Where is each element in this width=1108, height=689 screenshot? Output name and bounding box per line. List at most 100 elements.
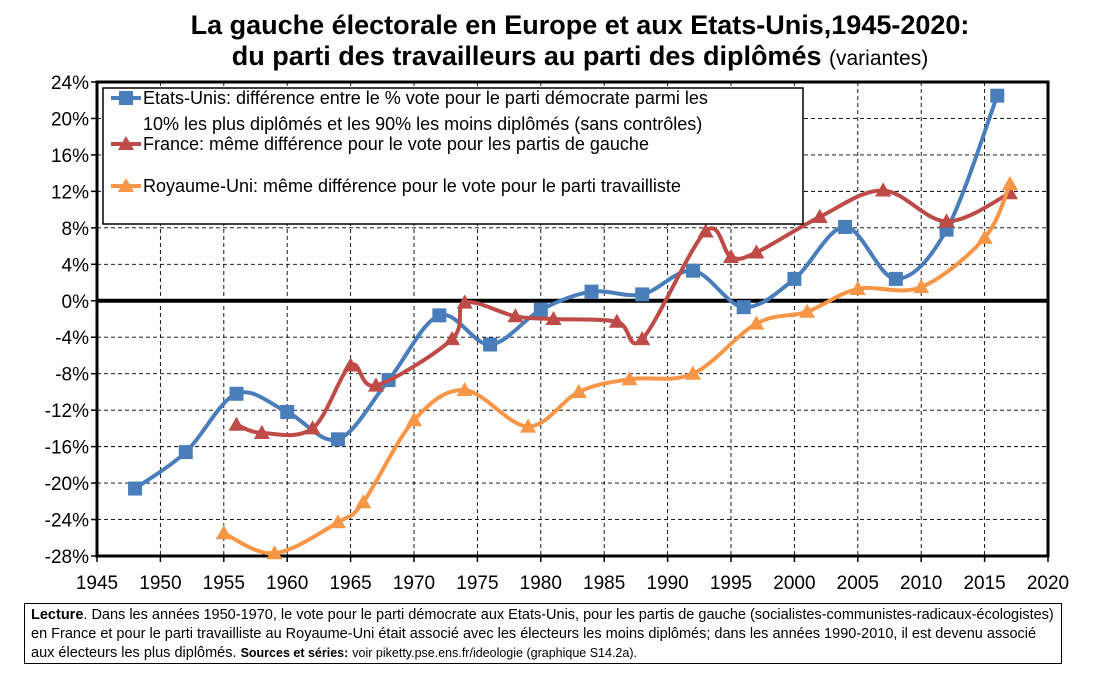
data-point-france: [367, 377, 385, 392]
data-point-royaume-uni: [976, 229, 993, 244]
legend-box: [102, 87, 804, 225]
chart-title-line1: La gauche électorale en Europe et aux Et…: [190, 10, 970, 40]
y-tick-label: -8%: [55, 365, 89, 386]
data-point-etats-unis: [483, 337, 498, 352]
series-royaume-uni: [215, 176, 1019, 560]
data-point-etats-unis: [838, 219, 853, 234]
x-tick-label: 1995: [710, 573, 752, 594]
y-axis-ticks: 24% 20% 16% 12% 8% 4% 0% -4% -8% -12% -16% -20% -24%…: [45, 73, 97, 568]
data-point-etats-unis: [432, 308, 447, 323]
data-point-france: [228, 416, 245, 431]
data-point-royaume-uni: [684, 365, 702, 380]
x-tick-label: 1970: [393, 573, 435, 594]
legend-label-etats-unis: Etats-Unis: différence entre le % vote p…: [143, 88, 708, 108]
data-point-etats-unis: [178, 445, 193, 460]
note-sources-label: Sources et séries:: [240, 646, 349, 660]
data-point-royaume-uni: [799, 303, 816, 318]
reading-note: Lecture. Dans les années 1950-1970, le v…: [24, 603, 1062, 664]
chart-title-line2: du parti des travailleurs au parti des d…: [0, 41, 1108, 74]
y-tick-label: -28%: [45, 547, 89, 568]
data-point-france: [811, 208, 828, 223]
legend: Etats-Unis: différence entre le % vote p…: [102, 87, 804, 225]
data-point-etats-unis: [330, 432, 345, 447]
chart-canvas: 24% 20% 16% 12% 8% 4% 0% -4% -8% -12% -16% -20% -24%…: [45, 73, 1070, 594]
legend-label-royaume-uni: Royaume-Uni: même différence pour le vot…: [143, 176, 681, 196]
data-point-france: [722, 248, 740, 264]
data-point-royaume-uni: [849, 280, 866, 295]
plot-frame: [95, 80, 1050, 558]
chart-title-main: du parti des travailleurs au parti des d…: [231, 41, 822, 71]
plot-frame-layer: [95, 80, 1050, 558]
data-point-france: [443, 331, 461, 346]
y-tick-label: -16%: [45, 438, 89, 459]
data-point-france: [304, 420, 321, 435]
x-tick-label: 2000: [773, 573, 815, 594]
series-layer: [128, 88, 1019, 560]
data-point-etats-unis: [635, 287, 650, 302]
legend-swatch-marker-royaume-uni: [117, 177, 135, 193]
x-axis-ticks: 1945 1950 1955 1960 1965 1970 1975 1980 1985 1990…: [76, 556, 1069, 594]
note-sources-text: voir piketty.pse.ens.fr/ideologie (graph…: [352, 646, 637, 660]
data-point-etats-unis: [685, 263, 700, 278]
data-point-france: [634, 331, 651, 346]
y-tick-label: 16%: [51, 146, 89, 167]
data-point-royaume-uni: [355, 494, 372, 509]
data-point-etats-unis: [229, 386, 244, 401]
x-tick-label: 1945: [76, 573, 118, 594]
x-tick-label: 2010: [900, 573, 942, 594]
data-point-royaume-uni: [266, 545, 283, 560]
data-point-etats-unis: [533, 302, 548, 317]
note-lead-text: . Dans les années 1950-1970, le vote pou…: [31, 607, 1054, 661]
y-tick-label: -24%: [45, 511, 89, 532]
series-line-france: [235, 188, 1011, 438]
chart-title-suffix: (variantes): [829, 47, 929, 70]
y-tick-label: -20%: [45, 474, 89, 495]
y-tick-label: 0%: [62, 292, 90, 313]
data-point-etats-unis: [787, 271, 802, 286]
legend-swatch-marker-france: [117, 135, 135, 151]
data-point-royaume-uni: [1001, 176, 1019, 191]
legend-label-france: France: même différence pour le vote pou…: [143, 134, 649, 154]
data-point-etats-unis: [736, 300, 751, 315]
data-point-etats-unis: [888, 271, 903, 286]
y-tick-label: 8%: [62, 219, 90, 240]
x-tick-label: 2015: [963, 573, 1005, 594]
data-point-royaume-uni: [405, 412, 423, 427]
y-tick-label: 12%: [51, 182, 89, 203]
data-point-france: [253, 424, 270, 439]
y-tick-label: 4%: [62, 255, 90, 276]
x-tick-label: 1985: [583, 573, 625, 594]
x-tick-label: 2020: [1027, 573, 1069, 594]
note-lead-bold: Lecture: [31, 607, 84, 623]
data-point-royaume-uni: [215, 525, 232, 540]
data-point-france: [697, 223, 714, 238]
data-point-royaume-uni: [748, 315, 765, 330]
y-tick-label: 20%: [51, 109, 89, 130]
x-tick-label: 1950: [139, 573, 181, 594]
x-tick-label: 1980: [520, 573, 562, 594]
y-tick-label: 24%: [51, 73, 89, 94]
x-tick-label: 2005: [837, 573, 879, 594]
x-tick-label: 1975: [456, 573, 498, 594]
x-tick-label: 1955: [203, 573, 245, 594]
data-point-royaume-uni: [621, 371, 638, 386]
data-point-france: [456, 294, 473, 309]
data-point-france: [545, 310, 562, 326]
x-tick-label: 1960: [266, 573, 308, 594]
series-line-royaume-uni: [222, 183, 1012, 556]
data-point-royaume-uni: [570, 383, 587, 398]
data-point-france: [608, 313, 625, 328]
data-point-etats-unis: [990, 88, 1005, 103]
data-point-france: [507, 308, 524, 323]
y-tick-label: -12%: [45, 401, 89, 422]
data-point-etats-unis: [584, 284, 599, 299]
data-point-royaume-uni: [520, 418, 537, 433]
x-tick-label: 1990: [646, 573, 688, 594]
series-etats-unis: [128, 88, 1005, 496]
x-tick-label: 1965: [329, 573, 371, 594]
legend-label-etats-unis: 10% les plus diplômés et les 90% les moi…: [143, 114, 702, 134]
data-point-france: [875, 182, 892, 197]
data-point-etats-unis: [280, 404, 295, 419]
data-point-france: [938, 213, 955, 228]
chart-title: La gauche électorale en Europe et aux Et…: [0, 10, 1108, 74]
